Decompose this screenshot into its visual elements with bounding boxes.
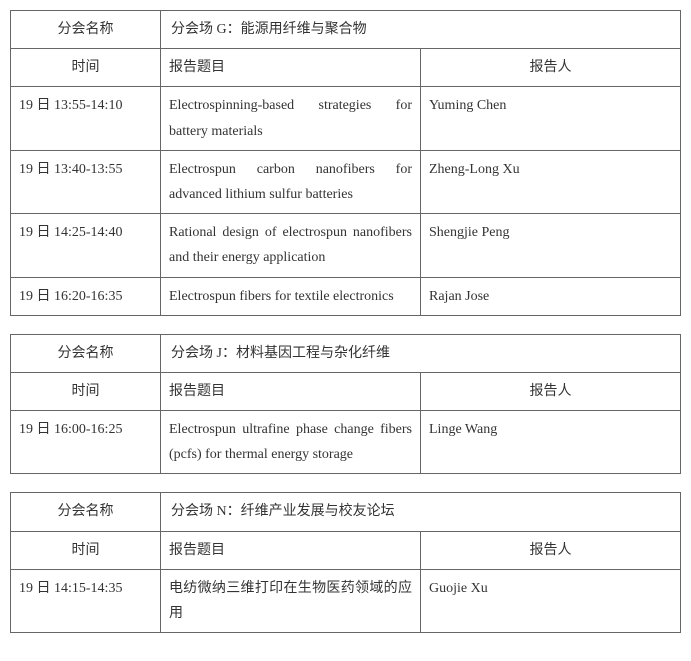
header-topic-label: 报告题目	[161, 49, 421, 87]
cell-speaker: Zheng-Long Xu	[421, 150, 681, 213]
cell-time: 19 日 13:55-14:10	[11, 87, 161, 150]
tables-container: 分会名称分会场 G：能源用纤维与聚合物时间报告题目报告人19 日 13:55-1…	[10, 10, 681, 633]
table-header-row: 分会名称分会场 N：纤维产业发展与校友论坛	[11, 493, 681, 531]
header-topic-label: 报告题目	[161, 372, 421, 410]
cell-title: Electrospun ultrafine phase change fiber…	[161, 411, 421, 474]
table-row: 19 日 13:40-13:55Electrospun carbon nanof…	[11, 150, 681, 213]
cell-speaker: Yuming Chen	[421, 87, 681, 150]
cell-time: 19 日 16:00-16:25	[11, 411, 161, 474]
cell-speaker: Rajan Jose	[421, 277, 681, 315]
cell-title: 电纺微纳三维打印在生物医药领域的应用	[161, 569, 421, 632]
header-session-name-label: 分会名称	[11, 493, 161, 531]
cell-speaker: Guojie Xu	[421, 569, 681, 632]
header-session-value: 分会场 N：纤维产业发展与校友论坛	[161, 493, 681, 531]
header-speaker-label: 报告人	[421, 531, 681, 569]
table-row: 19 日 14:15-14:35电纺微纳三维打印在生物医药领域的应用Guojie…	[11, 569, 681, 632]
table-row: 19 日 16:20-16:35Electrospun fibers for t…	[11, 277, 681, 315]
session-table: 分会名称分会场 N：纤维产业发展与校友论坛时间报告题目报告人19 日 14:15…	[10, 492, 681, 633]
cell-title: Rational design of electrospun nanofiber…	[161, 214, 421, 277]
table-row: 19 日 13:55-14:10Electrospinning-based st…	[11, 87, 681, 150]
table-header-row: 分会名称分会场 J：材料基因工程与杂化纤维	[11, 334, 681, 372]
header-time-label: 时间	[11, 531, 161, 569]
cell-title: Electrospun fibers for textile electroni…	[161, 277, 421, 315]
header-time-label: 时间	[11, 372, 161, 410]
table-subheader-row: 时间报告题目报告人	[11, 49, 681, 87]
table-row: 19 日 16:00-16:25Electrospun ultrafine ph…	[11, 411, 681, 474]
cell-speaker: Shengjie Peng	[421, 214, 681, 277]
table-header-row: 分会名称分会场 G：能源用纤维与聚合物	[11, 11, 681, 49]
cell-speaker: Linge Wang	[421, 411, 681, 474]
header-session-name-label: 分会名称	[11, 11, 161, 49]
table-subheader-row: 时间报告题目报告人	[11, 372, 681, 410]
table-row: 19 日 14:25-14:40Rational design of elect…	[11, 214, 681, 277]
cell-title: Electrospun carbon nanofibers for advanc…	[161, 150, 421, 213]
session-table: 分会名称分会场 J：材料基因工程与杂化纤维时间报告题目报告人19 日 16:00…	[10, 334, 681, 475]
cell-title: Electrospinning-based strategies for bat…	[161, 87, 421, 150]
header-topic-label: 报告题目	[161, 531, 421, 569]
header-time-label: 时间	[11, 49, 161, 87]
cell-time: 19 日 16:20-16:35	[11, 277, 161, 315]
header-session-value: 分会场 J：材料基因工程与杂化纤维	[161, 334, 681, 372]
cell-time: 19 日 14:25-14:40	[11, 214, 161, 277]
table-subheader-row: 时间报告题目报告人	[11, 531, 681, 569]
header-session-value: 分会场 G：能源用纤维与聚合物	[161, 11, 681, 49]
header-speaker-label: 报告人	[421, 372, 681, 410]
session-table: 分会名称分会场 G：能源用纤维与聚合物时间报告题目报告人19 日 13:55-1…	[10, 10, 681, 316]
cell-time: 19 日 14:15-14:35	[11, 569, 161, 632]
header-speaker-label: 报告人	[421, 49, 681, 87]
header-session-name-label: 分会名称	[11, 334, 161, 372]
cell-time: 19 日 13:40-13:55	[11, 150, 161, 213]
